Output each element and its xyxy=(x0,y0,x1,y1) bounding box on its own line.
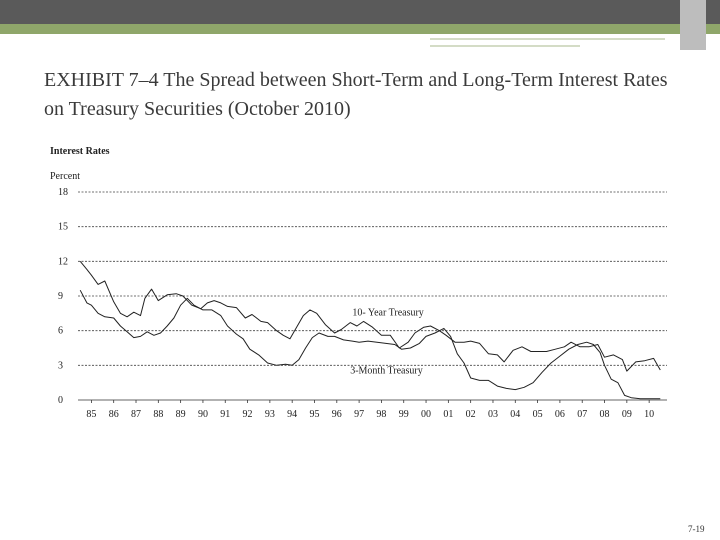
x-tick-label: 88 xyxy=(153,409,163,420)
annotation-label: 3-Month Treasury xyxy=(350,365,423,376)
decorative-rule-1 xyxy=(430,38,665,40)
x-tick-label: 91 xyxy=(220,409,230,420)
x-tick-label: 85 xyxy=(86,409,96,420)
x-tick-label: 04 xyxy=(510,409,520,420)
y-tick-label: 18 xyxy=(58,187,68,198)
y-tick-label: 6 xyxy=(58,326,63,337)
series-annotations: 10- Year Treasury 3-Month Treasury xyxy=(350,308,424,377)
x-tick-label: 06 xyxy=(555,409,565,420)
x-tick-label: 94 xyxy=(287,409,297,420)
x-tick-label: 89 xyxy=(176,409,186,420)
y-tick-label: 9 xyxy=(58,291,63,302)
x-tick-label: 03 xyxy=(488,409,498,420)
x-tick-label: 98 xyxy=(376,409,386,420)
x-tick-label: 96 xyxy=(332,409,342,420)
x-tick-label: 10 xyxy=(644,409,654,420)
series-3-month-treasury xyxy=(79,289,661,400)
y-tick-label: 3 xyxy=(58,360,63,371)
x-tick-label: 05 xyxy=(533,409,543,420)
slide-title: EXHIBIT 7–4 The Spread between Short-Ter… xyxy=(44,69,668,120)
x-tick-label: 00 xyxy=(421,409,431,420)
x-tick-label: 92 xyxy=(243,409,253,420)
gridlines xyxy=(78,191,667,401)
x-tick-label: 08 xyxy=(600,409,610,420)
series-lines xyxy=(79,260,661,400)
top-banner-dark xyxy=(0,0,720,24)
top-banner-green xyxy=(0,24,720,34)
annotation-label: 10- Year Treasury xyxy=(352,308,423,319)
y-tick-labels: 0 3 6 9 12 15 18 xyxy=(58,187,68,406)
x-tick-label: 90 xyxy=(198,409,208,420)
x-tick-label: 02 xyxy=(466,409,476,420)
decorative-rule-2 xyxy=(430,45,580,47)
x-tick-label: 87 xyxy=(131,409,141,420)
x-tick-label: 97 xyxy=(354,409,364,420)
corner-accent xyxy=(680,0,706,50)
x-tick-label: 09 xyxy=(622,409,632,420)
x-tick-label: 95 xyxy=(309,409,319,420)
x-tick-label: 01 xyxy=(443,409,453,420)
x-tick-label: 07 xyxy=(577,409,587,420)
x-tick-label: 86 xyxy=(109,409,119,420)
y-tick-label: 15 xyxy=(58,222,68,233)
y-axis-label: Percent xyxy=(50,171,80,182)
series-10-year-treasury xyxy=(79,260,661,372)
x-tick-label: 93 xyxy=(265,409,275,420)
page-number: 7-19 xyxy=(688,524,705,534)
chart-title: Interest Rates xyxy=(50,146,110,157)
y-tick-label: 12 xyxy=(58,256,68,267)
x-tick-labels: 85 86 87 88 89 90 91 92 93 94 95 96 97 98 99 00 01 02 03 04… xyxy=(86,400,654,420)
y-tick-label: 0 xyxy=(58,395,63,406)
x-tick-label: 99 xyxy=(399,409,409,420)
